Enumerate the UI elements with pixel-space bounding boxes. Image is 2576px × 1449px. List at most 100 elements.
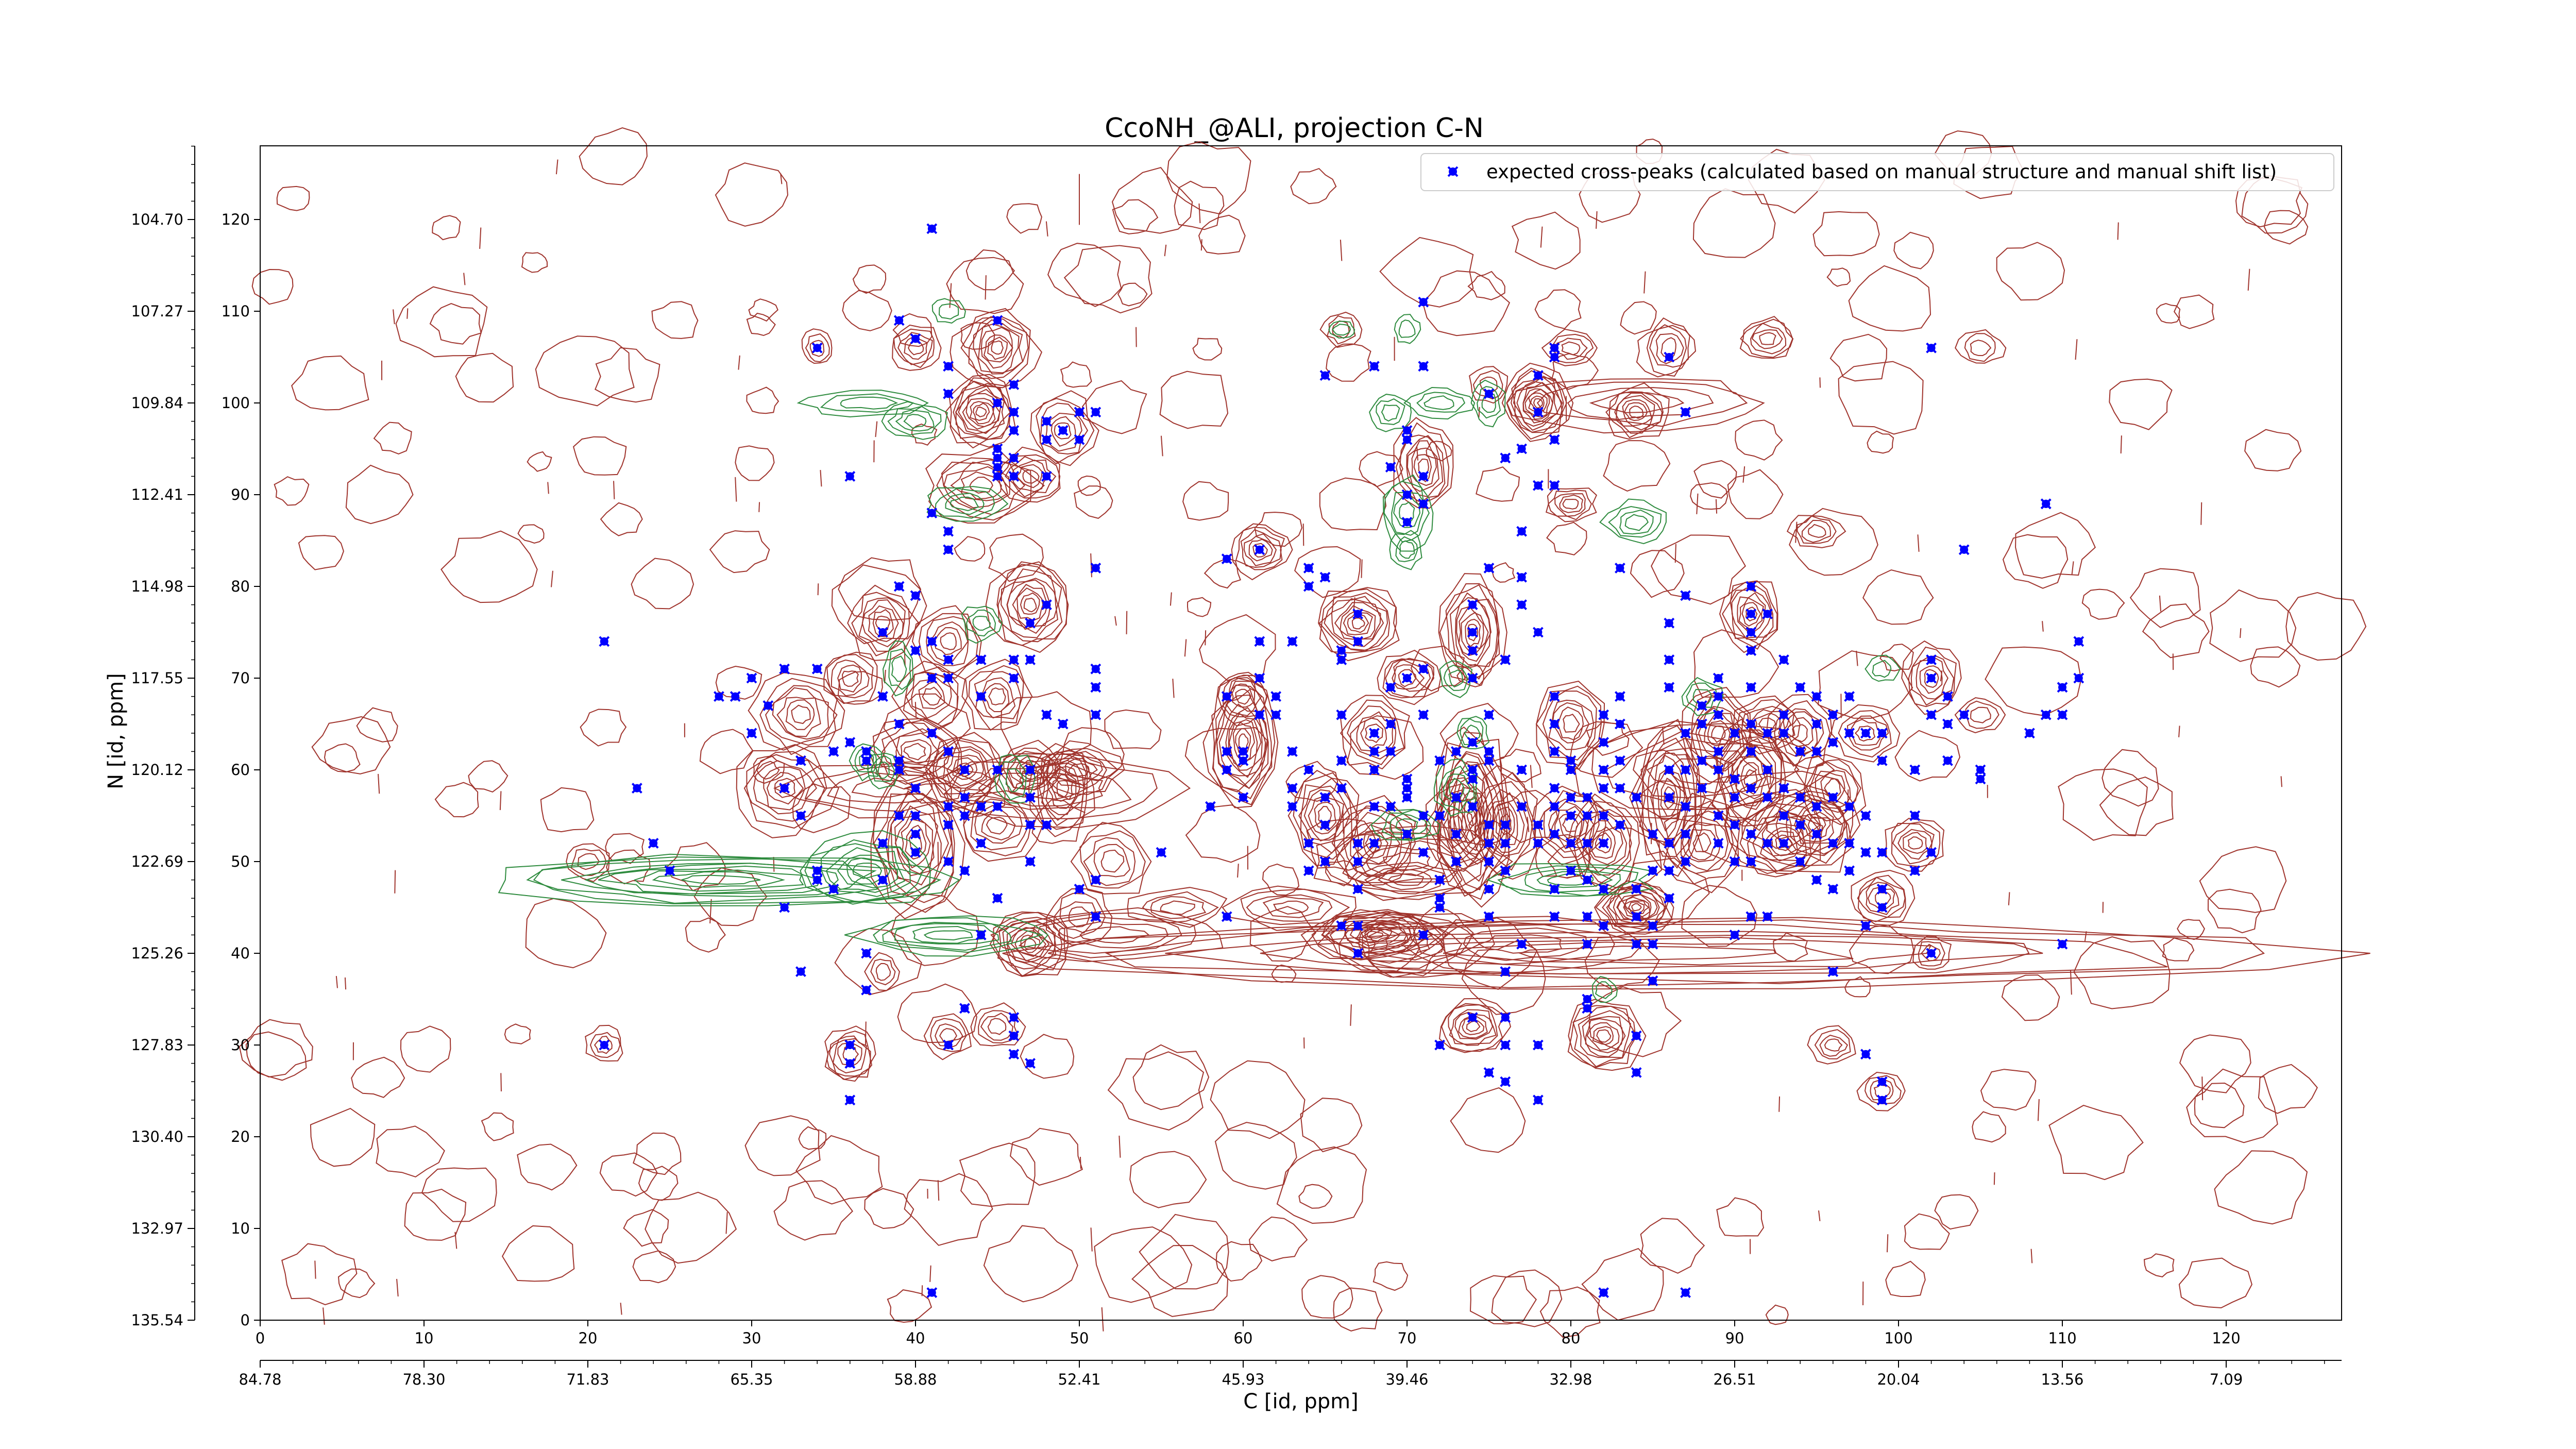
peak-marker [1942,755,1953,766]
positive-contour [987,336,1008,360]
positive-contour [1441,1004,1504,1052]
peak-marker [1483,911,1495,922]
peak-marker [1582,993,1593,1005]
positive-contour [1738,597,1764,631]
positive-contour [1343,611,1373,635]
peak-marker [828,746,839,757]
positive-contour [1377,869,1433,890]
peak-marker [1450,746,1462,757]
positive-ridge-contour [1463,927,1587,961]
noise-contour [875,421,878,437]
negative-contour [1376,398,1405,425]
noise-contour [1886,1234,1889,1253]
noise-contour [1603,440,1671,492]
peak-marker [844,1058,856,1069]
peak-marker [1238,755,1249,766]
noise-contour [1742,466,1745,483]
y-ppm-tick-label: 114.98 [131,578,183,595]
noise-contour [1439,702,1519,766]
peak-marker [1205,801,1216,812]
noise-contour [1112,199,1159,234]
positive-contour [1311,909,1443,961]
positive-contour [837,1042,862,1067]
positive-contour [1857,877,1906,918]
x-index-tick-label: 50 [1070,1329,1089,1347]
noise-contour [1934,1194,1979,1230]
negative-contour [895,409,935,432]
peak-marker [1483,562,1495,574]
x-ppm-tick-label: 52.41 [1058,1371,1100,1388]
positive-ridge-contour [1260,935,2043,975]
negative-contour [837,854,899,889]
noise-contour [1885,1260,1926,1298]
peak-marker [1008,654,1020,665]
peak-marker [1467,645,1478,656]
peak-marker [959,865,970,877]
negative-contour [994,753,1036,804]
peak-marker [1418,498,1429,510]
y-index-tick-label: 100 [222,394,250,412]
positive-contour [1472,370,1503,400]
positive-contour [1908,646,1957,707]
negative-contour [1382,474,1434,552]
noise-contour [2117,222,2119,240]
positive-contour [1558,813,1583,839]
negative-contour [873,917,1044,953]
peak-marker [1532,407,1544,418]
positive-contour [894,812,935,875]
negative-contour [891,655,907,682]
noise-contour [1101,1307,1104,1332]
positive-contour [970,1002,1026,1047]
noise-contour [946,257,1024,314]
positive-contour [776,697,821,737]
noise-contour [2199,846,2287,913]
peak-marker [1303,581,1314,592]
y-index-tick-label: 70 [231,669,250,687]
peak-marker [943,1039,954,1051]
negative-contour [1439,660,1473,698]
positive-contour [1549,333,1594,363]
noise-contour [838,557,922,621]
noise-contour [1372,1261,1409,1291]
negative-contour [1477,386,1501,419]
positive-contour [1387,873,1425,886]
noise-contour [1020,1034,1075,1079]
positive-contour [1364,865,1445,895]
peak-marker [2040,709,2052,720]
positive-contour [911,677,952,719]
peak-marker [1483,837,1495,849]
positive-contour [1608,382,1670,440]
peak-marker [1811,829,1822,840]
positive-contour [1646,317,1690,377]
x-index-tick-label: 10 [415,1329,434,1347]
positive-contour [897,332,933,365]
positive-ridge-contour [1724,789,1848,861]
noise-contour [1107,1051,1205,1131]
positive-contour [1511,370,1564,433]
positive-contour [1891,821,1941,867]
positive-contour [1053,892,1106,939]
positive-contour [1385,659,1431,698]
positive-contour [1438,998,1512,1053]
peak-marker [1500,654,1511,665]
negative-contour [1395,536,1418,562]
positive-contour [1567,1005,1637,1068]
positive-contour [1377,649,1442,705]
y-ppm-tick-label: 107.27 [131,302,183,320]
noise-contour [429,303,482,345]
noise-contour [1276,1146,1367,1224]
positive-contour [985,561,1069,653]
peak-marker [1025,856,1036,867]
noise-contour [1294,546,1361,598]
noise-contour [2120,435,2122,454]
positive-ridge-contour [1478,934,1563,954]
positive-contour [1340,695,1410,770]
peak-marker [1549,911,1560,922]
peak-marker [975,837,987,849]
positive-contour [1656,769,1681,820]
positive-contour [905,671,959,725]
peak-marker [861,755,872,766]
positive-ridge-contour [1313,825,1514,901]
negative-contour [820,393,914,413]
